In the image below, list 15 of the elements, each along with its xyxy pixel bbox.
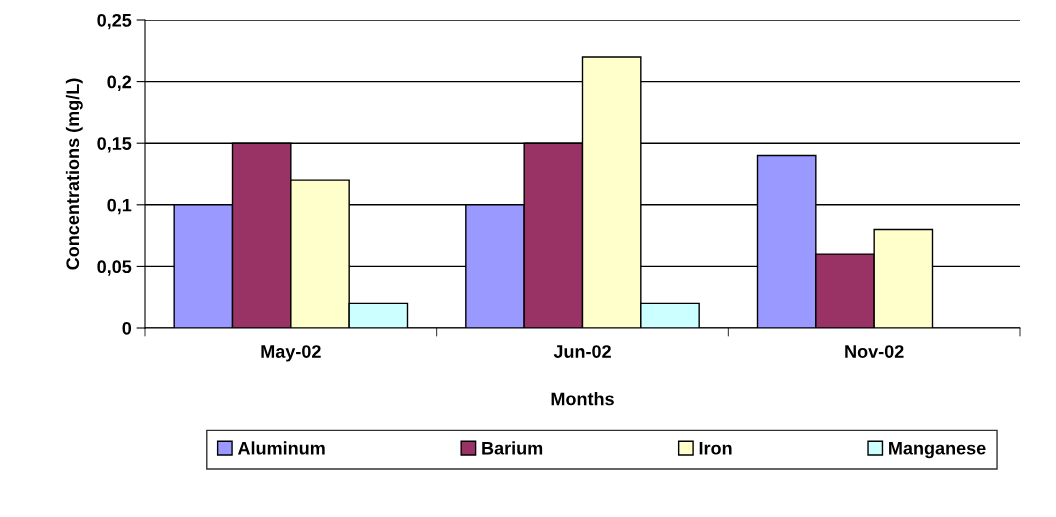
y-tick-label: 0,1 [107, 198, 132, 215]
legend-label: Iron [699, 441, 732, 455]
y-tick-label: 0,05 [97, 260, 132, 276]
y-tick-label: 0,2 [107, 75, 132, 91]
x-tick-label: Jun-02 [553, 345, 611, 358]
x-axis-title: Months [551, 392, 614, 406]
y-tick-label: 0,25 [97, 13, 132, 30]
y-axis-title: Concentrations (mg/L) [65, 78, 83, 270]
y-tick-label: 0 [122, 321, 132, 335]
y-tick-label: 0,15 [97, 137, 132, 153]
x-tick-label: May-02 [261, 345, 321, 362]
legend-label: Manganese [889, 441, 986, 459]
legend-label: Barium [482, 441, 543, 455]
x-tick-label: Nov-02 [845, 345, 904, 358]
legend-label: Aluminum [237, 441, 325, 455]
